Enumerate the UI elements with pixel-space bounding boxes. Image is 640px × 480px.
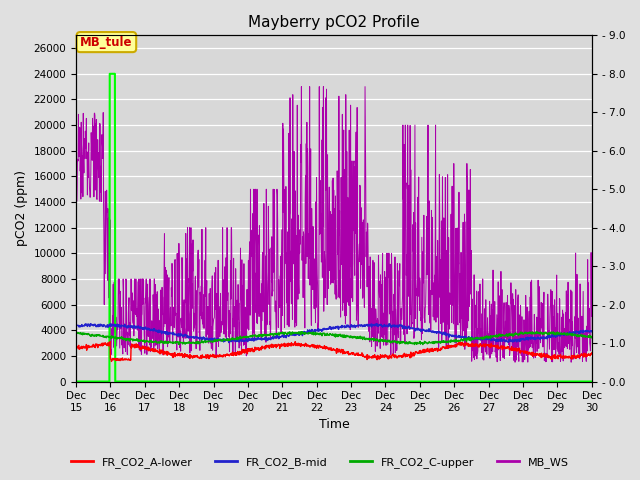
Title: Mayberry pCO2 Profile: Mayberry pCO2 Profile (248, 15, 420, 30)
Y-axis label: pCO2 (ppm): pCO2 (ppm) (15, 170, 28, 246)
X-axis label: Time: Time (319, 419, 349, 432)
Legend: FR_CO2_A-lower, FR_CO2_B-mid, FR_CO2_C-upper, MB_WS: FR_CO2_A-lower, FR_CO2_B-mid, FR_CO2_C-u… (67, 452, 573, 472)
Text: MB_tule: MB_tule (80, 36, 132, 48)
